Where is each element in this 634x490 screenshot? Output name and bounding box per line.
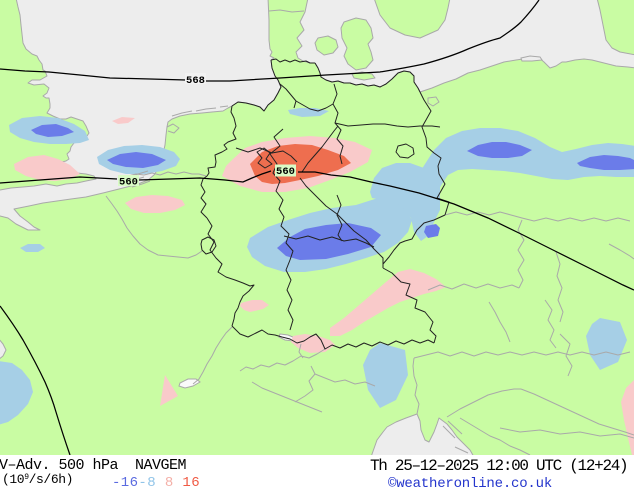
svg-text:-16-8 8 16: -16-8 8 16 bbox=[112, 475, 200, 490]
svg-text:560: 560 bbox=[119, 177, 138, 189]
svg-text:Th 25–12–2025 12:00 UTC (12+24: Th 25–12–2025 12:00 UTC (12+24) bbox=[370, 457, 627, 475]
svg-text:V–Adv. 500 hPa NAVGEM: V–Adv. 500 hPa NAVGEM bbox=[0, 457, 187, 474]
svg-text:(109/s/6h): (109/s/6h) bbox=[2, 472, 73, 487]
svg-text:568: 568 bbox=[186, 75, 205, 87]
svg-text:©weatheronline.co.uk: ©weatheronline.co.uk bbox=[388, 476, 552, 490]
svg-text:560: 560 bbox=[276, 166, 295, 178]
